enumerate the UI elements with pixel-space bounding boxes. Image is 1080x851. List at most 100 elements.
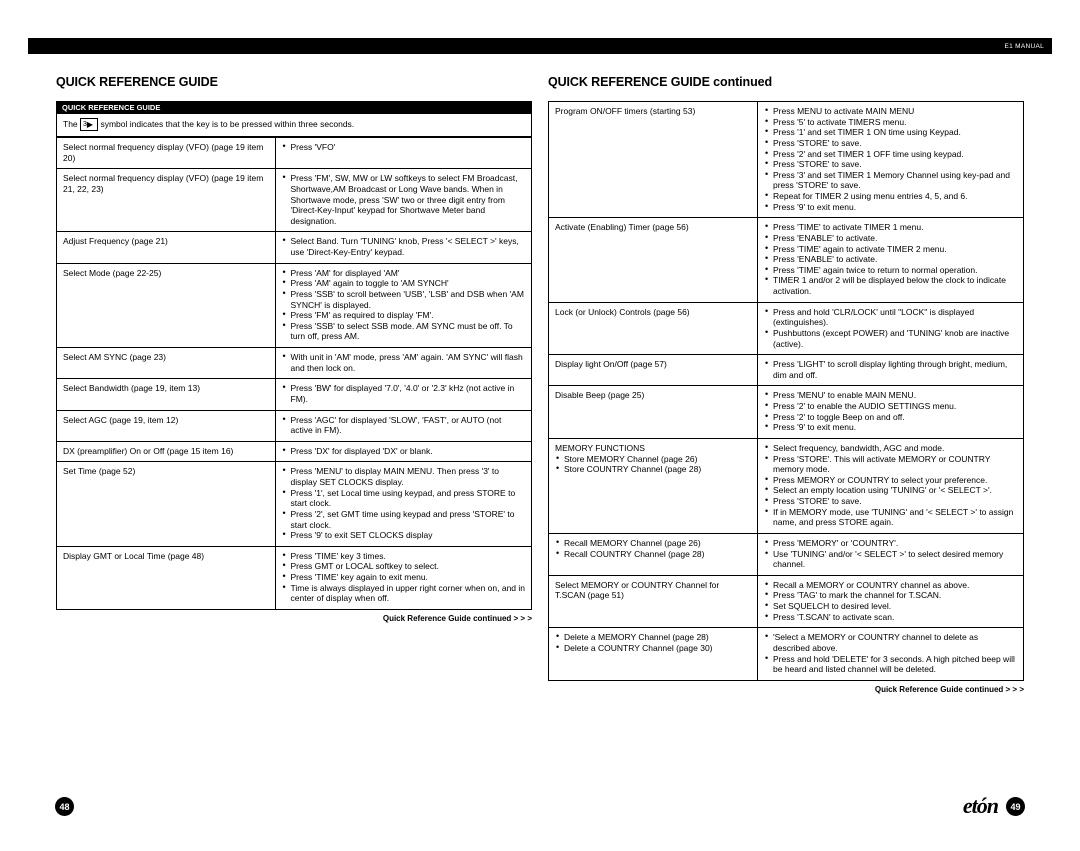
brand-logo: etón: [963, 793, 998, 819]
list-item: Use 'TUNING' and/or '< SELECT >' to sele…: [764, 549, 1017, 570]
page-number-left: 48: [55, 797, 74, 816]
list-item: Press 'BW' for displayed '7.0', '4.0' or…: [282, 383, 526, 404]
list-item: Repeat for TIMER 2 using menu entries 4,…: [764, 191, 1017, 202]
table-cell-right: Press 'FM', SW, MW or LW softkeys to sel…: [275, 169, 532, 232]
list-item: Press 'AGC' for displayed 'SLOW', 'FAST'…: [282, 415, 526, 436]
list-item: Select frequency, bandwidth, AGC and mod…: [764, 443, 1017, 454]
page-number-right: 49: [1006, 797, 1025, 816]
list-item: Press 'TIME' again twice to return to no…: [764, 265, 1017, 276]
table-cell-right: Press 'BW' for displayed '7.0', '4.0' or…: [275, 379, 532, 410]
list-item: Press '9' to exit SET CLOCKS display: [282, 530, 526, 541]
table-cell-right: Press 'MEMORY' or 'COUNTRY'.Use 'TUNING'…: [758, 533, 1024, 575]
list-item: Press 'ENABLE' to activate.: [764, 233, 1017, 244]
list-item: Press 'TIME' to activate TIMER 1 menu.: [764, 222, 1017, 233]
table-cell-left: Display GMT or Local Time (page 48): [57, 546, 276, 609]
list-item: Press 'TIME' key again to exit menu.: [282, 572, 526, 583]
table-cell-left: Select Mode (page 22-25): [57, 263, 276, 347]
table-cell-left: Select MEMORY or COUNTRY Channel for T.S…: [549, 575, 758, 628]
list-item: Press and hold 'CLR/LOCK' until "LOCK" i…: [764, 307, 1017, 328]
reference-table-left: Select normal frequency display (VFO) (p…: [56, 137, 532, 610]
table-cell-left: DX (preamplifier) On or Off (page 15 ite…: [57, 441, 276, 462]
continued-note-right: Quick Reference Guide continued > > >: [548, 685, 1024, 694]
list-item: Press 'TIME' again to activate TIMER 2 m…: [764, 244, 1017, 255]
list-item: Press MENU to activate MAIN MENU: [764, 106, 1017, 117]
list-item: Press '2', set GMT time using keypad and…: [282, 509, 526, 530]
list-item: Press 'SSB' to select SSB mode. AM SYNC …: [282, 321, 526, 342]
table-cell-left: Activate (Enabling) Timer (page 56): [549, 218, 758, 302]
table-cell-left: Recall MEMORY Channel (page 26)Recall CO…: [549, 533, 758, 575]
header-bar: E1 MANUAL: [28, 38, 1052, 54]
table-cell-right: Press 'MENU' to enable MAIN MENU.Press '…: [758, 386, 1024, 439]
table-cell-left: Adjust Frequency (page 21): [57, 232, 276, 263]
list-item: Recall a MEMORY or COUNTRY channel as ab…: [764, 580, 1017, 591]
list-item: Press '5' to activate TIMERS menu.: [764, 117, 1017, 128]
table-cell-left: Delete a MEMORY Channel (page 28)Delete …: [549, 628, 758, 681]
manual-label: E1 MANUAL: [1004, 43, 1044, 50]
key-symbol: 3▶: [80, 118, 98, 131]
table-cell-right: Press 'TIME' to activate TIMER 1 menu.Pr…: [758, 218, 1024, 302]
list-item: Press 'VFO': [282, 142, 526, 153]
list-item: Press 'ENABLE' to activate.: [764, 254, 1017, 265]
table-cell-left: Disable Beep (page 25): [549, 386, 758, 439]
list-item: Press '9' to exit menu.: [764, 422, 1017, 433]
list-item: Press MEMORY or COUNTRY to select your p…: [764, 475, 1017, 486]
list-item: Press '2' to enable the AUDIO SETTINGS m…: [764, 401, 1017, 412]
list-item: Recall COUNTRY Channel (page 28): [555, 549, 751, 560]
list-item: Press 'STORE'. This will activate MEMORY…: [764, 454, 1017, 475]
reference-table-right: Program ON/OFF timers (starting 53)Press…: [548, 101, 1024, 681]
table-cell-right: 'Select a MEMORY or COUNTRY channel to d…: [758, 628, 1024, 681]
list-item: Delete a COUNTRY Channel (page 30): [555, 643, 751, 654]
table-cell-left: Lock (or Unlock) Controls (page 56): [549, 302, 758, 355]
list-item: Press 'MEMORY' or 'COUNTRY'.: [764, 538, 1017, 549]
list-item: Press 'FM', SW, MW or LW softkeys to sel…: [282, 173, 526, 226]
table-cell-right: Press 'DX' for displayed 'DX' or blank.: [275, 441, 532, 462]
list-item: Press 'TAG' to mark the channel for T.SC…: [764, 590, 1017, 601]
table-cell-right: Press MENU to activate MAIN MENUPress '5…: [758, 102, 1024, 218]
list-item: 'Select a MEMORY or COUNTRY channel to d…: [764, 632, 1017, 653]
list-item: Press 'TIME' key 3 times.: [282, 551, 526, 562]
intro-suffix: symbol indicates that the key is to be p…: [100, 119, 354, 129]
list-item: Press '3' and set TIMER 1 Memory Channel…: [764, 170, 1017, 191]
list-item: Delete a MEMORY Channel (page 28): [555, 632, 751, 643]
table-cell-left: Set Time (page 52): [57, 462, 276, 546]
table-cell-left: MEMORY FUNCTIONSStore MEMORY Channel (pa…: [549, 438, 758, 533]
list-item: Press 'MENU' to display MAIN MENU. Then …: [282, 466, 526, 487]
page-title-right: QUICK REFERENCE GUIDE continued: [548, 75, 1024, 89]
intro-text: The 3▶ symbol indicates that the key is …: [56, 114, 532, 137]
list-item: With unit in 'AM' mode, press 'AM' again…: [282, 352, 526, 373]
list-item: Press 'FM' as required to display 'FM'.: [282, 310, 526, 321]
table-cell-right: Recall a MEMORY or COUNTRY channel as ab…: [758, 575, 1024, 628]
list-item: Press '1' and set TIMER 1 ON time using …: [764, 127, 1017, 138]
list-item: Press 'DX' for displayed 'DX' or blank.: [282, 446, 526, 457]
list-item: Select an empty location using 'TUNING' …: [764, 485, 1017, 496]
list-item: Press 'LIGHT' to scroll display lighting…: [764, 359, 1017, 380]
list-item: Store COUNTRY Channel (page 28): [555, 464, 751, 475]
table-cell-right: Press 'AGC' for displayed 'SLOW', 'FAST'…: [275, 410, 532, 441]
list-item: Press 'SSB' to scroll between 'USB', 'LS…: [282, 289, 526, 310]
list-item: Press and hold 'DELETE' for 3 seconds. A…: [764, 654, 1017, 675]
list-item: TIMER 1 and/or 2 will be displayed below…: [764, 275, 1017, 296]
intro-prefix: The: [63, 119, 80, 129]
list-item: Recall MEMORY Channel (page 26): [555, 538, 751, 549]
page-title-left: QUICK REFERENCE GUIDE: [56, 75, 532, 89]
table-cell-right: Press 'LIGHT' to scroll display lighting…: [758, 355, 1024, 386]
list-item: Press '9' to exit menu.: [764, 202, 1017, 213]
table-cell-left: Select normal frequency display (VFO) (p…: [57, 169, 276, 232]
list-item: Press 'STORE' to save.: [764, 496, 1017, 507]
table-cell-right: Select Band. Turn 'TUNING' knob, Press '…: [275, 232, 532, 263]
table-cell-left: Select AM SYNC (page 23): [57, 348, 276, 379]
page-right: QUICK REFERENCE GUIDE continued Program …: [548, 75, 1024, 831]
list-item: Press GMT or LOCAL softkey to select.: [282, 561, 526, 572]
table-cell-right: Press 'AM' for displayed 'AM'Press 'AM' …: [275, 263, 532, 347]
table-cell-right: Press 'MENU' to display MAIN MENU. Then …: [275, 462, 532, 546]
list-item: Press 'AM' for displayed 'AM': [282, 268, 526, 279]
list-item: Press '2' and set TIMER 1 OFF time using…: [764, 149, 1017, 160]
list-item: Press 'T.SCAN' to activate scan.: [764, 612, 1017, 623]
list-item: Press '2' to toggle Beep on and off.: [764, 412, 1017, 423]
table-cell-left: Display light On/Off (page 57): [549, 355, 758, 386]
table-cell-left: Select Bandwidth (page 19, item 13): [57, 379, 276, 410]
table-subhead: QUICK REFERENCE GUIDE: [56, 101, 532, 114]
list-item: Select Band. Turn 'TUNING' knob, Press '…: [282, 236, 526, 257]
list-item: Pushbuttons (except POWER) and 'TUNING' …: [764, 328, 1017, 349]
list-item: Press 'MENU' to enable MAIN MENU.: [764, 390, 1017, 401]
